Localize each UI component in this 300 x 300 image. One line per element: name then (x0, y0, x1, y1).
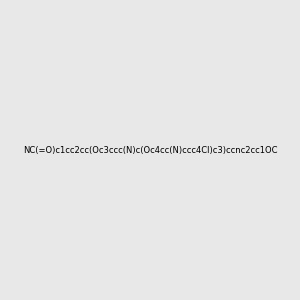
Text: NC(=O)c1cc2cc(Oc3ccc(N)c(Oc4cc(N)ccc4Cl)c3)ccnc2cc1OC: NC(=O)c1cc2cc(Oc3ccc(N)c(Oc4cc(N)ccc4Cl)… (23, 146, 277, 154)
